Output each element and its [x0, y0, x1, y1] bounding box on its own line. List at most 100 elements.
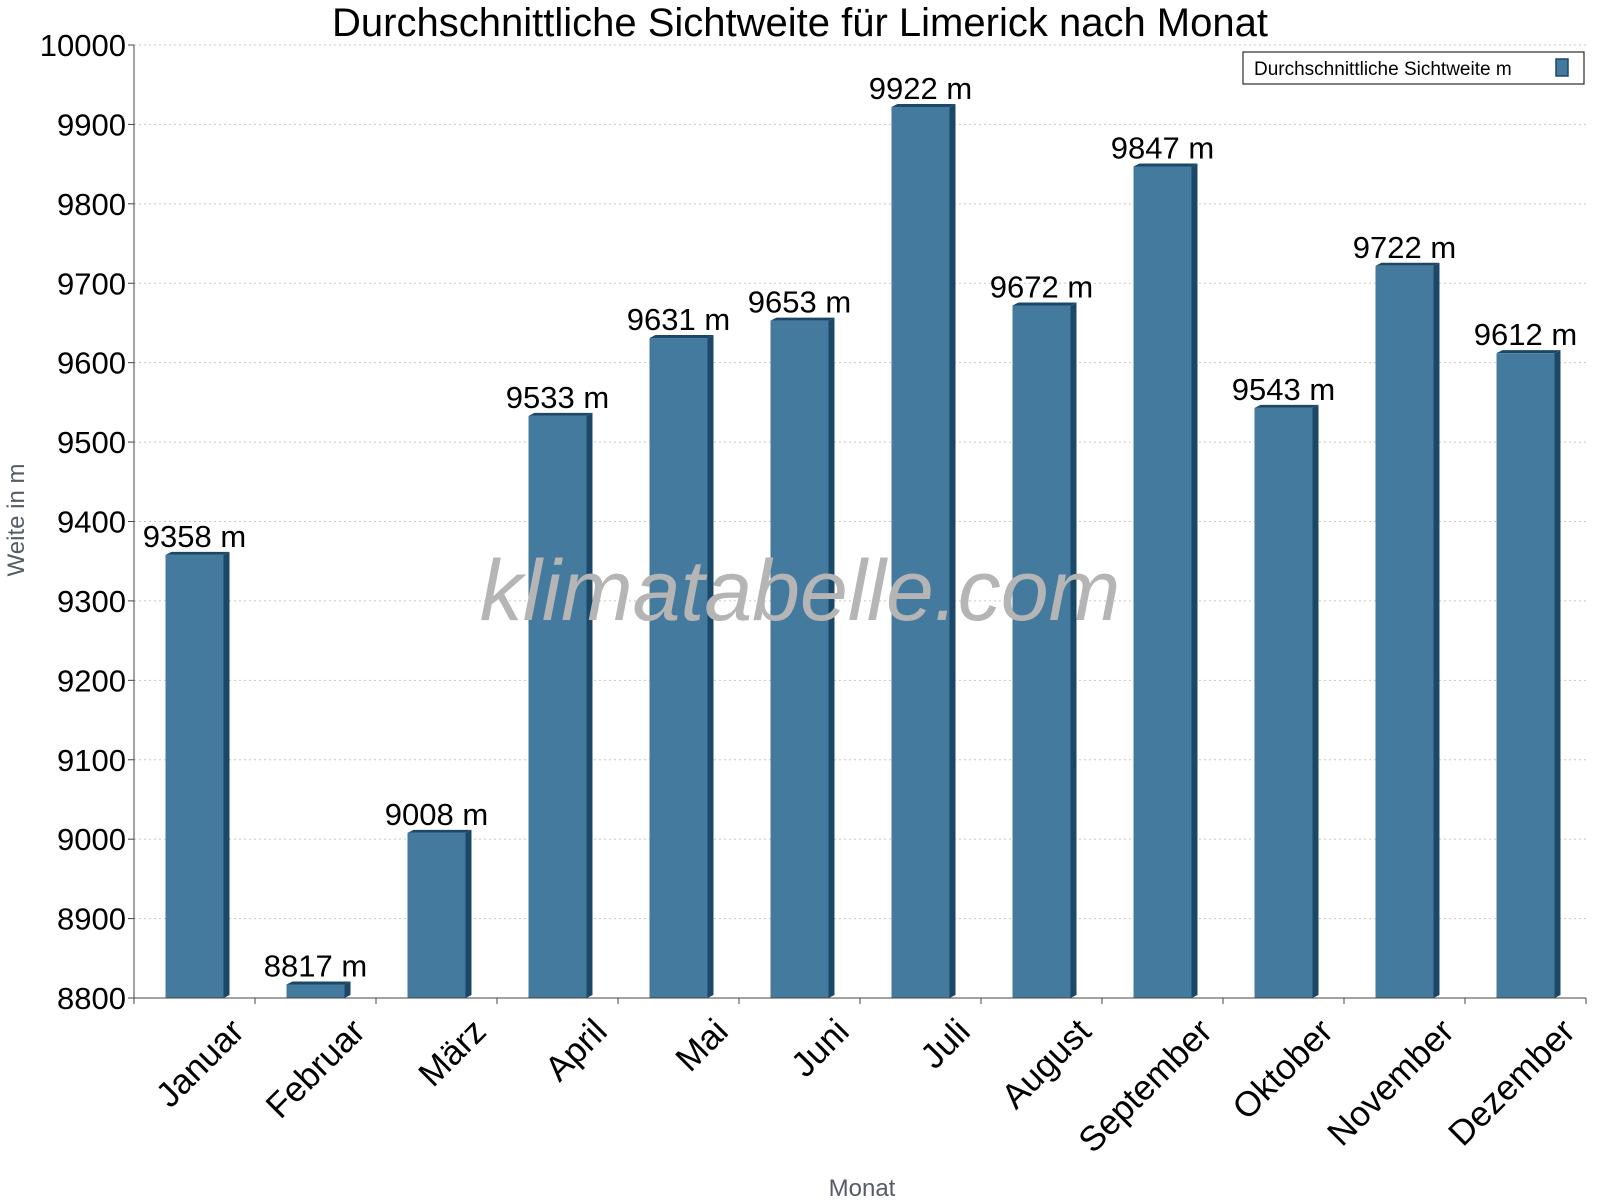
- x-tick-label: April: [538, 1012, 615, 1089]
- bar-front: [1254, 407, 1313, 998]
- x-tick-label: Mai: [668, 1012, 735, 1079]
- x-tick-label: September: [1071, 1011, 1220, 1160]
- axes: [128, 44, 1587, 1004]
- bar-top: [165, 551, 230, 555]
- data-label: 9672 m: [990, 269, 1093, 304]
- data-label: 9631 m: [627, 302, 730, 337]
- x-tick-label: März: [411, 1012, 494, 1095]
- bar-side: [586, 412, 593, 998]
- y-axis-label: Weite in m: [3, 464, 30, 577]
- bar-top: [407, 829, 472, 833]
- x-tick-label: Dezember: [1441, 1011, 1583, 1153]
- y-tick-label: 9800: [57, 187, 126, 222]
- bar-front: [1375, 265, 1434, 998]
- bar: [1133, 163, 1198, 998]
- bar-top: [1254, 404, 1319, 408]
- legend-label: Durchschnittliche Sichtweite m: [1254, 59, 1512, 80]
- data-label: 9533 m: [506, 380, 609, 415]
- x-tick-labels: Januar Februar März April Mai Juni Juli AugustS…: [148, 1011, 1582, 1160]
- bar-front: [891, 106, 950, 998]
- y-tick-label: 8800: [57, 981, 126, 1016]
- bar-top: [1375, 262, 1440, 266]
- bar: [649, 335, 714, 998]
- y-tick-label: 9500: [57, 425, 126, 460]
- bar-front: [1496, 353, 1555, 998]
- x-tick-label: Februar: [258, 1011, 372, 1125]
- bar: [891, 103, 956, 998]
- chart-title: Durchschnittliche Sichtweite für Limeric…: [332, 1, 1268, 45]
- bar-top: [528, 412, 593, 416]
- bar-side: [828, 317, 835, 999]
- bar-front: [165, 554, 224, 998]
- bar-top: [770, 317, 835, 321]
- x-axis-label: Monat: [829, 1175, 896, 1200]
- bar-side: [1070, 302, 1077, 998]
- bar-side: [949, 103, 956, 998]
- y-tick-label: 9200: [57, 663, 126, 698]
- x-tick-label: Oktober: [1225, 1011, 1341, 1127]
- bar: [165, 551, 230, 998]
- x-tick-label: Juni: [784, 1012, 857, 1085]
- data-label: 9358 m: [143, 519, 246, 554]
- bar-front: [1133, 166, 1192, 998]
- bar: [770, 317, 835, 999]
- bar-front: [770, 320, 829, 999]
- legend: Durchschnittliche Sichtweite m: [1242, 51, 1585, 85]
- bar-side: [344, 981, 351, 998]
- y-tick-label: 9000: [57, 822, 126, 857]
- bar-side: [223, 551, 230, 998]
- data-label: 9612 m: [1474, 317, 1577, 352]
- bar-side: [1433, 262, 1440, 998]
- data-label: 9847 m: [1111, 131, 1214, 166]
- y-tick-label: 9600: [57, 346, 126, 381]
- bar-top: [1496, 350, 1561, 354]
- x-tick-label: Januar: [148, 1011, 251, 1114]
- y-tick-label: 9400: [57, 505, 126, 540]
- bar-top: [286, 981, 351, 985]
- bar-top: [1133, 163, 1198, 167]
- y-tick-label: 10000: [40, 28, 126, 63]
- bar-side: [465, 829, 472, 998]
- data-labels: 9358 m 8817 m 9008 m 9533 m 9631 m 9653 m 9922…: [143, 71, 1577, 984]
- y-tick-labels: 8800 8900 9000 9100 9200 9300 9400 9500 9600 9700…: [40, 28, 126, 1016]
- y-tick-label: 9900: [57, 107, 126, 142]
- bar-side: [1191, 163, 1198, 998]
- bar-side: [1312, 404, 1319, 998]
- data-label: 9722 m: [1353, 230, 1456, 265]
- y-tick-label: 9300: [57, 584, 126, 619]
- legend-box: [1242, 51, 1585, 85]
- grid-lines: [134, 44, 1586, 920]
- bar: [286, 981, 351, 998]
- y-tick-label: 9700: [57, 266, 126, 301]
- x-tick-label: Juli: [913, 1012, 978, 1077]
- data-label: 9922 m: [869, 71, 972, 106]
- bar-side: [1554, 350, 1561, 998]
- bar: [1254, 404, 1319, 998]
- bar-front: [649, 338, 708, 998]
- bars: [165, 103, 1561, 999]
- bar-top: [891, 103, 956, 107]
- data-label: 9653 m: [748, 285, 851, 320]
- bar-top: [649, 335, 714, 339]
- y-tick-label: 9100: [57, 743, 126, 778]
- bar: [1012, 302, 1077, 998]
- legend-swatch: [1555, 58, 1569, 77]
- data-label: 8817 m: [264, 948, 367, 983]
- data-label: 9008 m: [385, 797, 488, 832]
- watermark: klimatabelle.com: [480, 543, 1120, 639]
- bar: [1496, 350, 1561, 998]
- bar: [528, 412, 593, 998]
- bar: [407, 829, 472, 998]
- bar-front: [1012, 305, 1071, 998]
- bar-top: [1012, 302, 1077, 306]
- bar: [1375, 262, 1440, 998]
- bar-side: [707, 335, 714, 998]
- bar-front: [286, 984, 345, 998]
- x-tick-label: November: [1320, 1011, 1462, 1153]
- bar-front: [528, 415, 587, 998]
- y-tick-label: 8900: [57, 902, 126, 937]
- data-label: 9543 m: [1232, 372, 1335, 407]
- x-tick-label: August: [994, 1011, 1099, 1116]
- bar-front: [407, 832, 466, 998]
